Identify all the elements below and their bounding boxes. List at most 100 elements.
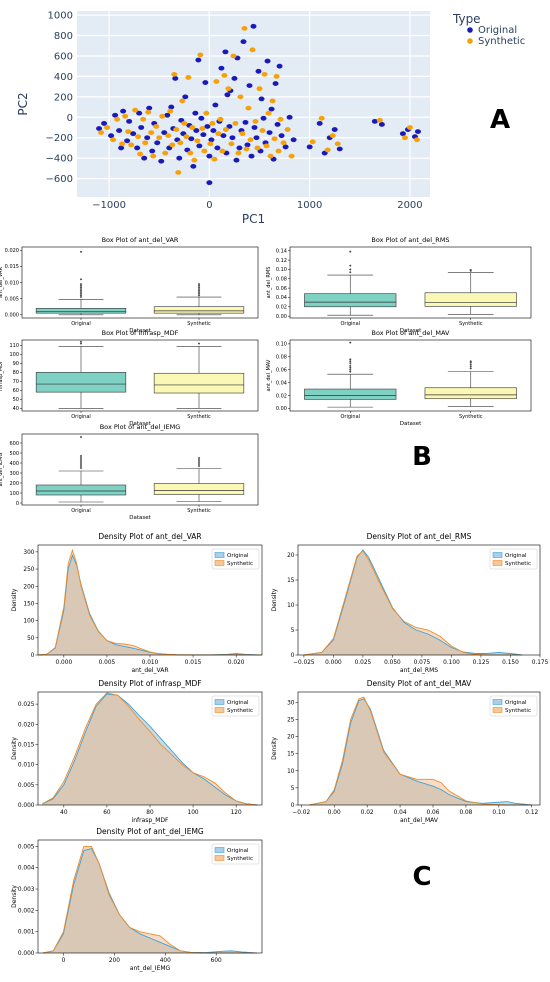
box-rms-chart: Box Plot of ant_del_RMS 0.00 0.02 0.04 0.06 0…	[266, 236, 532, 334]
box-iemg-chart: Box Plot of ant_del_IEMG 0 100 200 300 400 500…	[0, 423, 259, 521]
pca-point-synthetic	[228, 141, 235, 147]
pca-point-synthetic	[159, 113, 166, 119]
kde-var-chart: Density Plot of ant_del_VAR 0.000 0.005 0.0…	[11, 532, 263, 674]
pca-point-original	[192, 110, 199, 116]
box-mdf-ytick-label: 110	[9, 343, 19, 349]
box-rms-ytick-label: 0.14	[276, 249, 287, 255]
kde-iemg-xtick-label: 200	[109, 958, 120, 964]
pca-point-original	[154, 140, 161, 146]
box-var-title: Box Plot of ant_del_VAR	[102, 236, 179, 244]
box-iemg-outlier	[79, 435, 83, 439]
panel-letter-b: B	[412, 442, 432, 472]
kde-rms-y-axis-label: Density	[271, 588, 278, 611]
box-rms-ytick-label: 0.00	[276, 314, 287, 320]
box-mav-outlier	[349, 360, 352, 363]
pca-point-synthetic	[376, 117, 383, 123]
kde-mdf-legend-swatch	[214, 699, 225, 705]
box-mav-y-axis-label: ant_del_MAV	[266, 359, 272, 391]
kde-var-ytick-label: 300	[23, 550, 34, 556]
box-mdf-ytick-label: 40	[13, 406, 19, 412]
box-rms-outlier	[469, 268, 472, 272]
kde-rms-ytick-label: 15	[287, 578, 295, 584]
box-iemg-frame	[21, 433, 259, 506]
box-mdf-chart: Box Plot of infrasp_MDF 40 50 60 70 80 90 100 11…	[0, 329, 259, 427]
pca-point-original	[149, 148, 156, 154]
box-var-outlier	[197, 292, 201, 295]
pca-point-synthetic	[142, 140, 149, 146]
kde-rms-line-original	[303, 549, 523, 656]
pca-point-synthetic	[110, 137, 117, 143]
pca-xtick-label: 1000	[297, 200, 322, 211]
pca-point-original	[233, 157, 240, 163]
box-iemg-outlier	[79, 454, 83, 458]
box-var-outlier	[79, 287, 83, 291]
kde-rms-xtick-label: −0.025	[293, 660, 315, 666]
kde-mdf-line-original	[42, 693, 258, 806]
pca-point-synthetic	[215, 131, 222, 137]
kde-rms-legend-swatch	[492, 560, 503, 566]
box-iemg-ytick-label: 100	[9, 491, 19, 497]
pca-point-original	[172, 76, 179, 81]
pca-point-synthetic	[271, 136, 278, 142]
box-rms-ytick-label: 0.02	[276, 305, 287, 311]
box-iemg-box	[35, 484, 127, 496]
kde-mav-legend-swatch	[492, 699, 503, 705]
box-var-xtick-label: Original	[71, 321, 91, 327]
kde-mdf-line-synthetic	[42, 692, 258, 806]
pca-point-synthetic	[284, 127, 291, 132]
box-var-outlier	[79, 250, 83, 254]
box-iemg-ytick-label: 600	[9, 441, 19, 447]
pca-point-synthetic	[280, 140, 287, 146]
kde-mdf-title: Density Plot of infrasp_MDF	[98, 679, 201, 688]
kde-mdf-area-original	[42, 694, 258, 805]
pca-point-original	[164, 112, 171, 118]
pca-point-synthetic	[150, 153, 157, 159]
box-iemg-xtick-label: Synthetic	[187, 508, 211, 514]
box-var-outlier	[79, 284, 83, 287]
kde-rms-area-original	[303, 550, 523, 655]
pca-legend-title: Type	[452, 12, 481, 26]
kde-var-ytick-label: 100	[23, 619, 34, 625]
kde-var-ytick-label: 50	[27, 636, 35, 642]
kde-iemg-legend-swatch	[214, 855, 225, 861]
pca-point-synthetic	[145, 109, 152, 115]
box-iemg-outlier	[79, 466, 83, 470]
kde-mdf-ytick-label: 0.010	[18, 763, 35, 769]
kde-iemg-ytick-label: 0.000	[18, 951, 35, 957]
kde-iemg-area-original	[43, 848, 257, 953]
pca-point-synthetic	[334, 141, 341, 147]
pca-point-synthetic	[169, 142, 176, 148]
kde-iemg-xtick-label: 400	[160, 958, 171, 964]
pca-ytick-label: −200	[46, 133, 73, 144]
box-iemg-title: Box Plot of ant_del_IEMG	[100, 423, 181, 431]
box-rms-outlier	[349, 264, 352, 267]
kde-mdf-chart: Density Plot of infrasp_MDF 40 60 80 100 120 0…	[11, 679, 263, 824]
kde-mdf-legend-swatch	[214, 707, 225, 713]
kde-iemg-legend-label: Original	[227, 848, 249, 854]
box-mav-ytick-label: 0.10	[276, 342, 287, 348]
box-mav-outlier	[349, 362, 352, 365]
box-var-ytick-label: 0.010	[5, 280, 19, 286]
pca-point-synthetic	[211, 156, 218, 162]
kde-mav-legend-swatch	[492, 707, 503, 713]
box-mav-ytick-label: 0.08	[276, 355, 287, 361]
pca-point-original	[208, 137, 215, 143]
pca-point-synthetic	[406, 125, 413, 130]
kde-iemg-ytick-label: 0.005	[18, 844, 35, 850]
pca-point-original	[158, 158, 165, 164]
kde-iemg-y-axis-label: Density	[11, 885, 18, 908]
box-iemg-outlier	[197, 462, 201, 466]
pca-point-synthetic	[256, 86, 263, 92]
pca-point-synthetic	[98, 130, 105, 136]
kde-var-legend-label: Original	[227, 553, 249, 559]
pca-point-synthetic	[277, 116, 284, 122]
pca-point-original	[161, 130, 168, 136]
pca-point-synthetic	[203, 110, 210, 116]
pca-point-original	[202, 80, 209, 85]
pca-point-synthetic	[165, 133, 172, 139]
kde-iemg-legend-label: Synthetic	[227, 856, 253, 862]
pca-point-synthetic	[221, 72, 228, 78]
pca-point-synthetic	[173, 127, 180, 132]
kde-rms-frame	[297, 544, 541, 656]
box-var-outlier	[79, 282, 83, 286]
